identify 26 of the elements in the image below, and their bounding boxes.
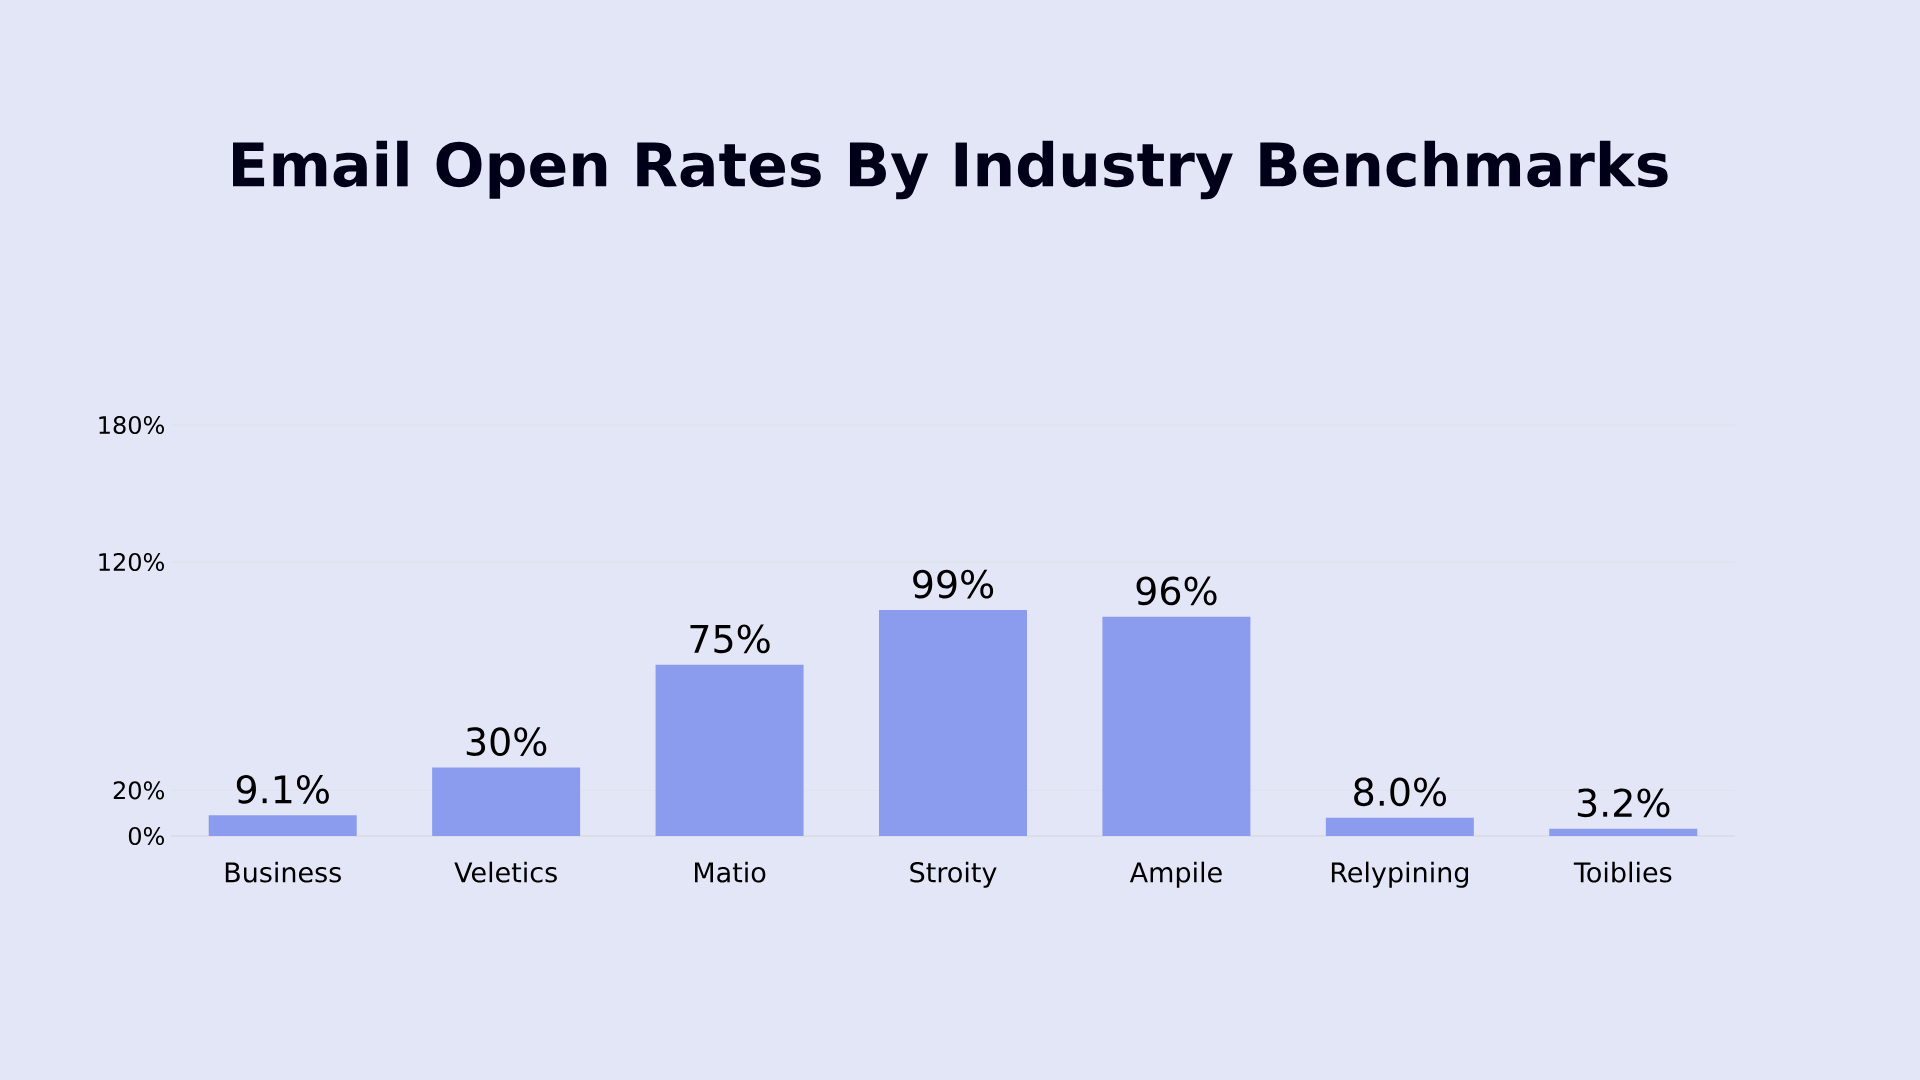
x-tick-label: Toiblies xyxy=(1573,861,1672,883)
bar xyxy=(878,609,1027,836)
data-label: 30% xyxy=(466,727,547,756)
y-tick-label: 180% xyxy=(99,415,165,435)
x-tick-label: Relypining xyxy=(1331,861,1469,888)
chart-title: Email Open Rates By Industry Benchmarks xyxy=(233,140,1668,200)
bar xyxy=(432,767,581,836)
data-label: 8.0% xyxy=(1354,777,1447,807)
data-label: 99% xyxy=(913,569,994,599)
x-tick-label: Veletics xyxy=(454,861,557,883)
x-tick-label: Matio xyxy=(695,861,766,883)
bar xyxy=(1549,828,1698,836)
y-tick-label: 20% xyxy=(113,781,165,800)
bar xyxy=(1102,616,1251,836)
data-label: 75% xyxy=(690,624,770,654)
data-label: 96% xyxy=(1136,576,1217,606)
y-tick-label: 120% xyxy=(99,552,165,572)
x-tick-label: Business xyxy=(225,861,341,883)
y-tick-label: 0% xyxy=(128,826,165,846)
bar xyxy=(208,815,357,836)
data-label: 9.1% xyxy=(236,774,329,804)
bar xyxy=(655,664,804,836)
x-tick-label: Ampile xyxy=(1129,861,1222,888)
x-tick-label: Stroity xyxy=(910,861,997,888)
bar xyxy=(1325,817,1474,836)
data-label: 3.2% xyxy=(1577,788,1670,818)
